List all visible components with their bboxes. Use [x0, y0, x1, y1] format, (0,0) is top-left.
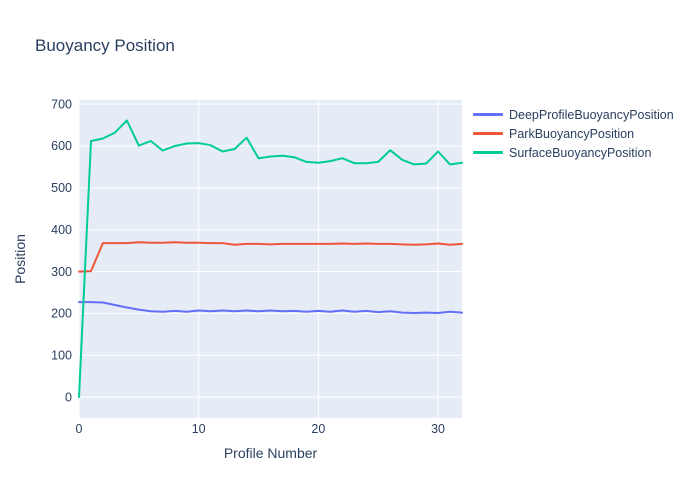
legend-line-swatch-park — [473, 132, 503, 135]
y-tick-label-200: 200 — [51, 307, 72, 321]
series-line-1[interactable] — [78, 241, 463, 273]
y-tick-label-700: 700 — [51, 97, 72, 111]
y-tick-label-300: 300 — [51, 265, 72, 279]
chart-title: Buoyancy Position — [35, 36, 175, 55]
legend-line-swatch-deep — [473, 113, 503, 116]
legend-line-swatch-surface — [473, 151, 503, 154]
legend: DeepProfileBuoyancyPosition ParkBuoyancy… — [473, 105, 674, 162]
y-axis-title: Position — [12, 234, 28, 284]
y-tick-label-600: 600 — [51, 139, 72, 153]
legend-item-surface-buoyancy-position[interactable]: SurfaceBuoyancyPosition — [473, 143, 674, 162]
x-tick-label-0: 0 — [76, 422, 83, 436]
legend-label: DeepProfileBuoyancyPosition — [509, 107, 674, 122]
y-tick-label-0: 0 — [65, 390, 72, 404]
y-tick-label-400: 400 — [51, 223, 72, 237]
series-line-0[interactable] — [78, 301, 463, 314]
x-tick-label-20: 20 — [311, 422, 325, 436]
legend-label: ParkBuoyancyPosition — [509, 126, 635, 141]
legend-item-deep-profile-buoyancy-position[interactable]: DeepProfileBuoyancyPosition — [473, 105, 674, 124]
x-tick-label-30: 30 — [431, 422, 445, 436]
y-tick-label-100: 100 — [51, 348, 72, 362]
x-tick-label-10: 10 — [192, 422, 206, 436]
plot-background — [79, 100, 462, 418]
legend-item-park-buoyancy-position[interactable]: ParkBuoyancyPosition — [473, 124, 674, 143]
series-line-2[interactable] — [78, 119, 463, 399]
legend-label: SurfaceBuoyancyPosition — [509, 145, 652, 160]
x-axis-title: Profile Number — [224, 445, 318, 461]
y-tick-label-500: 500 — [51, 181, 72, 195]
